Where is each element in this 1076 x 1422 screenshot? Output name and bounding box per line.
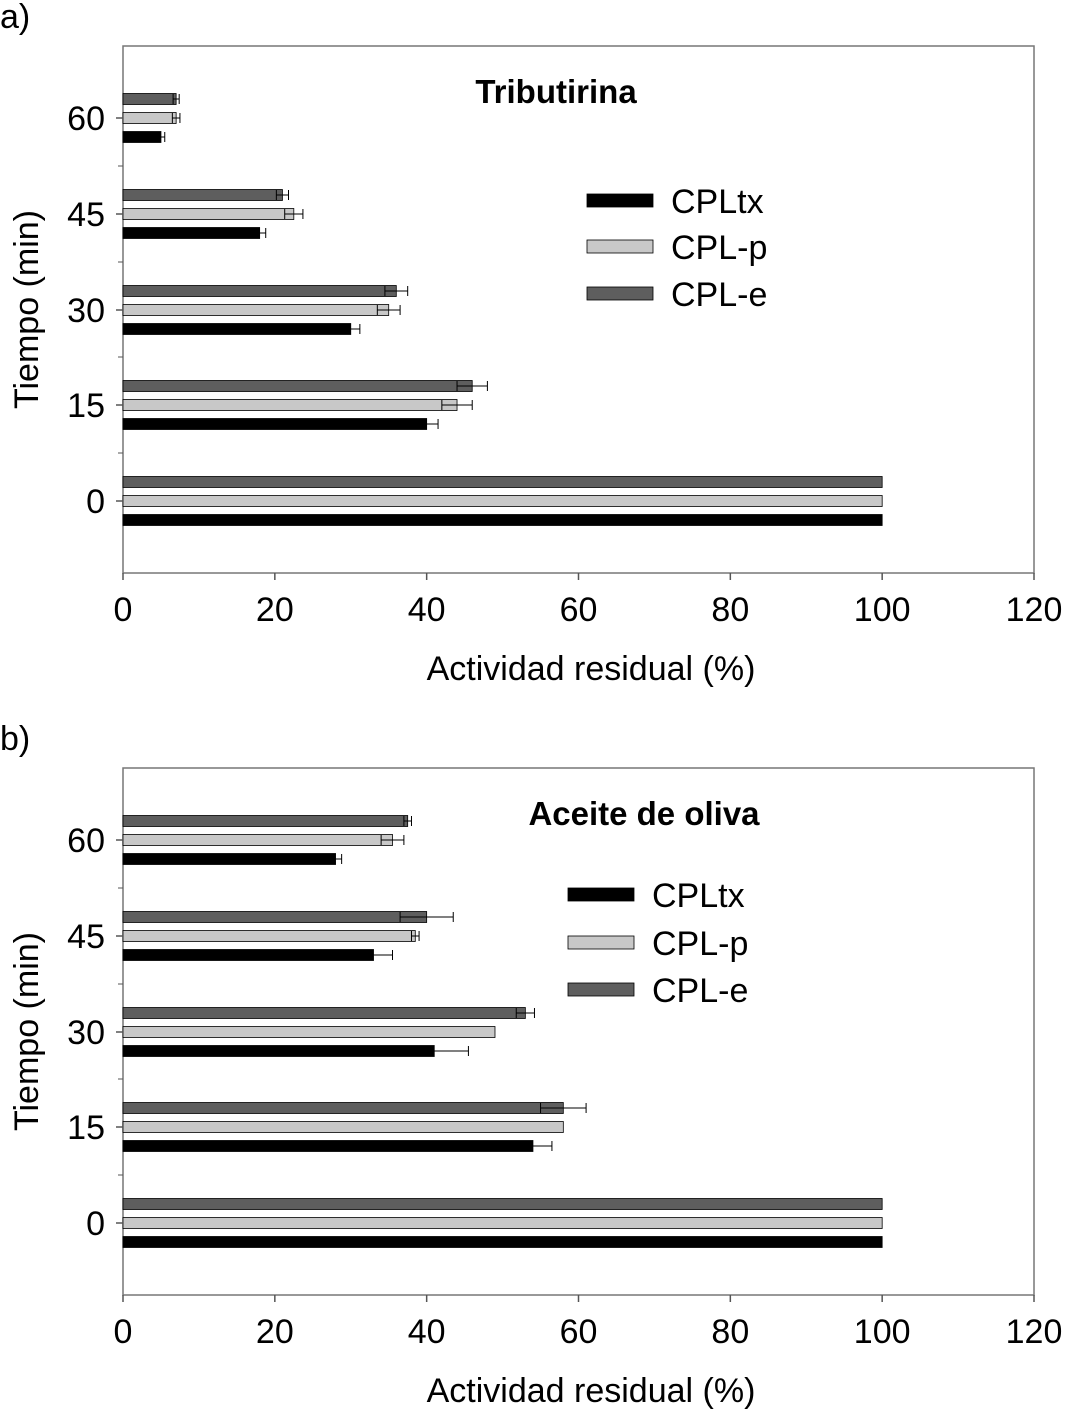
legend-swatch-cpl-p [586, 239, 654, 254]
x-tick-label: 80 [711, 591, 749, 629]
legend-swatch-cpltx [567, 887, 635, 902]
bar-chart: 0 15 30 45 60 0 20 40 60 80 100 120 Actividad residu… [8, 767, 1063, 1410]
y-tick-label: 30 [67, 292, 105, 330]
bar-cpltx [122, 514, 883, 526]
bar-cpltx [122, 227, 261, 239]
y-tick-label: 0 [86, 1205, 105, 1243]
panel-label: b) [0, 720, 31, 758]
legend-swatch-cpl-p [567, 935, 635, 950]
bar-cpl-e [122, 380, 473, 392]
legend-swatch-cpl-e [567, 982, 635, 997]
bar-cpltx [122, 1140, 534, 1152]
panel-label: a) [0, 0, 31, 36]
bar-cpl-p [122, 1121, 564, 1133]
chart-panel-a: a) 0 15 30 45 60 0 20 40 60 80 100 120 Actividad res… [0, 0, 1076, 700]
x-tick-label: 60 [560, 591, 598, 629]
y-axis-title: Tiempo (min) [8, 210, 46, 409]
bar-cpltx [122, 853, 336, 865]
legend-swatch-cpltx [586, 193, 654, 208]
x-tick-label: 80 [711, 1313, 749, 1351]
chart-title: Tributirina [475, 73, 637, 110]
x-tick-label: 20 [256, 591, 294, 629]
x-tick-label: 0 [114, 1313, 133, 1351]
y-axis-title: Tiempo (min) [8, 932, 46, 1131]
legend-swatch-cpl-e [586, 286, 654, 301]
chart-panel-b: b) 0 15 30 45 60 0 20 40 60 80 100 120 Actividad res… [0, 722, 1076, 1422]
bar-cpl-p [122, 1217, 883, 1229]
y-tick-label: 45 [67, 196, 105, 234]
x-tick-label: 20 [256, 1313, 294, 1351]
bar-cpl-p [122, 112, 177, 124]
legend-label: CPLtx [652, 877, 745, 915]
bar-cpltx [122, 1236, 883, 1248]
bar-cpl-e [122, 285, 397, 297]
x-tick-label: 120 [1006, 591, 1063, 629]
x-tick-label: 40 [408, 591, 446, 629]
bar-cpltx [122, 131, 162, 143]
chart-title: Aceite de oliva [528, 795, 760, 832]
bar-cpltx [122, 323, 352, 335]
bar-cpl-e [122, 1102, 564, 1114]
x-axis-title: Actividad residual (%) [427, 650, 756, 688]
y-tick-label: 60 [67, 100, 105, 138]
bar-cpl-e [122, 1007, 526, 1019]
bar-cpl-e [122, 1198, 883, 1210]
bar-cpl-p [122, 208, 295, 220]
bar-cpl-e [122, 911, 428, 923]
y-tick-label: 15 [67, 387, 105, 425]
y-tick-label: 15 [67, 1109, 105, 1147]
x-tick-label: 100 [854, 591, 911, 629]
x-tick-label: 40 [408, 1313, 446, 1351]
bar-cpl-p [122, 304, 390, 316]
x-tick-label: 0 [114, 591, 133, 629]
bar-cpl-p [122, 930, 416, 942]
legend-label: CPL-e [652, 972, 748, 1010]
bar-cpltx [122, 949, 374, 961]
legend-label: CPL-p [671, 229, 767, 267]
x-tick-label: 100 [854, 1313, 911, 1351]
x-axis-title: Actividad residual (%) [427, 1372, 756, 1410]
bar-cpl-p [122, 834, 393, 846]
bar-cpltx [122, 1045, 435, 1057]
legend-label: CPL-p [652, 925, 748, 963]
bar-cpl-e [122, 815, 409, 827]
bar-cpl-p [122, 399, 458, 411]
bar-cpl-e [122, 476, 883, 488]
bar-cpl-p [122, 495, 883, 507]
legend-label: CPLtx [671, 183, 764, 221]
bar-chart: 0 15 30 45 60 0 20 40 60 80 100 120 Actividad residu… [8, 45, 1063, 688]
bar-cpl-p [122, 1026, 496, 1038]
y-tick-label: 45 [67, 918, 105, 956]
y-tick-label: 30 [67, 1014, 105, 1052]
y-tick-label: 0 [86, 483, 105, 521]
x-tick-label: 60 [560, 1313, 598, 1351]
bar-cpl-e [122, 93, 177, 105]
bar-cpltx [122, 418, 428, 430]
x-tick-label: 120 [1006, 1313, 1063, 1351]
y-tick-label: 60 [67, 822, 105, 860]
legend-label: CPL-e [671, 276, 767, 314]
bar-cpl-e [122, 189, 283, 201]
